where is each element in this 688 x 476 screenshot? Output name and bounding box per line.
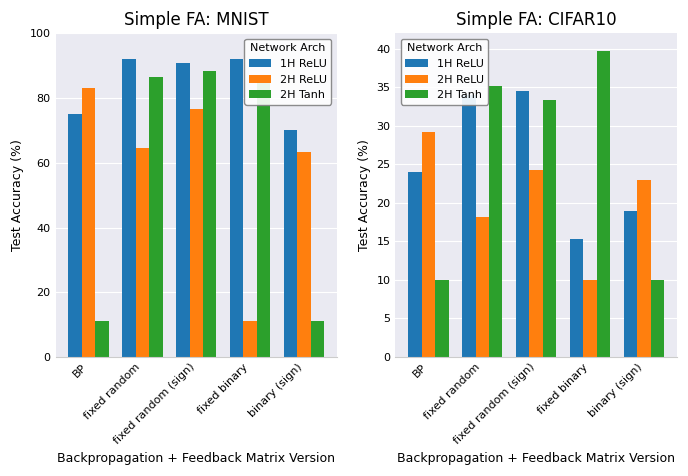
Y-axis label: Test Accuracy (%): Test Accuracy (%) [358, 139, 371, 251]
Bar [529, 170, 543, 357]
Bar [189, 109, 203, 357]
Bar [82, 89, 95, 357]
Title: Simple FA: MNIST: Simple FA: MNIST [124, 11, 268, 29]
Bar [149, 77, 162, 357]
Bar [637, 180, 651, 357]
Bar [122, 60, 136, 357]
Bar [475, 217, 489, 357]
Legend: 1H ReLU, 2H ReLU, 2H Tanh: 1H ReLU, 2H ReLU, 2H Tanh [244, 39, 332, 105]
Bar [408, 172, 422, 357]
Bar [311, 321, 324, 357]
Bar [203, 70, 217, 357]
Bar [95, 321, 109, 357]
Bar [230, 60, 244, 357]
Bar [435, 280, 449, 357]
Y-axis label: Test Accuracy (%): Test Accuracy (%) [11, 139, 24, 251]
Bar [489, 86, 502, 357]
Bar [583, 280, 596, 357]
Bar [284, 130, 297, 357]
Legend: 1H ReLU, 2H ReLU, 2H Tanh: 1H ReLU, 2H ReLU, 2H Tanh [401, 39, 488, 105]
Bar [516, 91, 529, 357]
Bar [543, 100, 557, 357]
Bar [297, 151, 311, 357]
X-axis label: Backpropagation + Feedback Matrix Version: Backpropagation + Feedback Matrix Versio… [57, 452, 335, 465]
Bar [244, 321, 257, 357]
Bar [257, 82, 270, 357]
Bar [651, 280, 664, 357]
X-axis label: Backpropagation + Feedback Matrix Version: Backpropagation + Feedback Matrix Versio… [397, 452, 675, 465]
Bar [136, 148, 149, 357]
Bar [570, 239, 583, 357]
Bar [596, 51, 610, 357]
Bar [462, 95, 475, 357]
Title: Simple FA: CIFAR10: Simple FA: CIFAR10 [456, 11, 616, 29]
Bar [422, 132, 435, 357]
Bar [68, 114, 82, 357]
Bar [624, 210, 637, 357]
Bar [176, 62, 189, 357]
